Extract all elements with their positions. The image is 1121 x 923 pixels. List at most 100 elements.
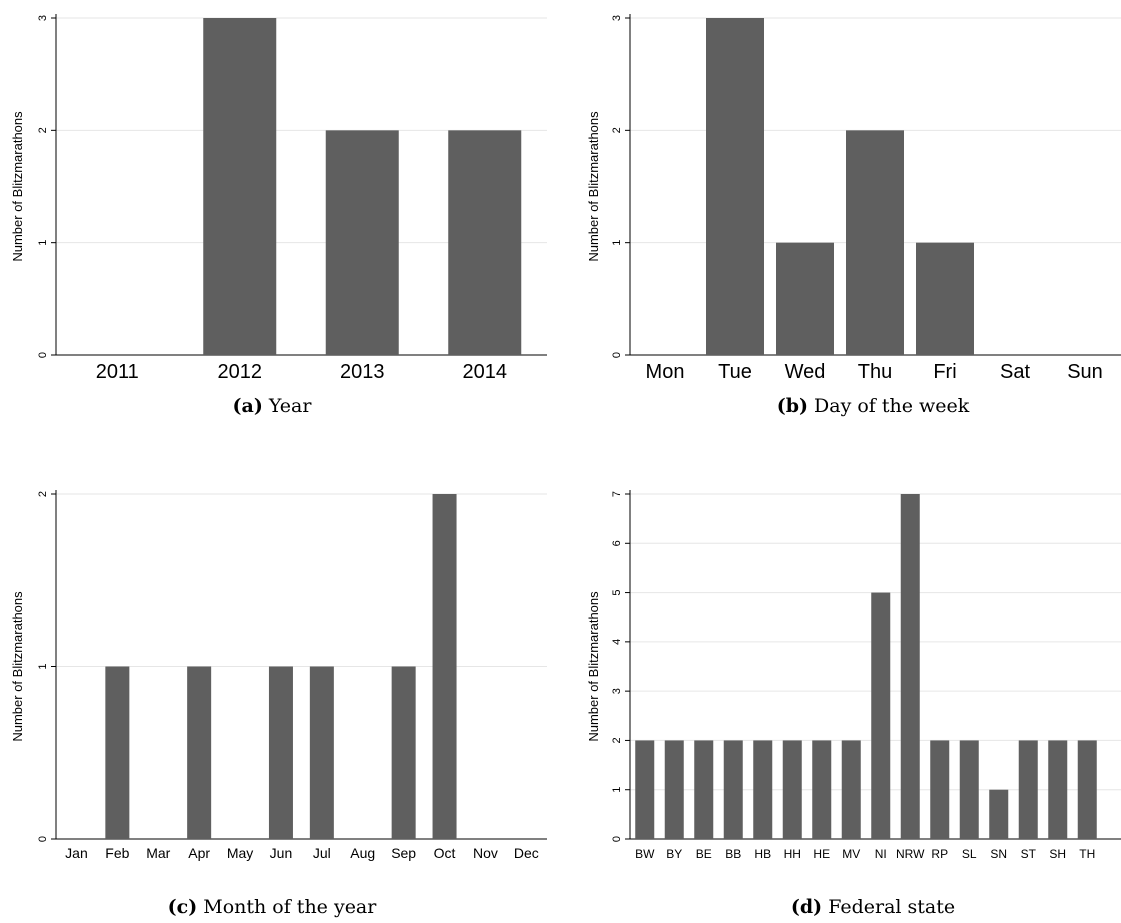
x-tick-label: Tue xyxy=(718,361,752,383)
x-tick-label: Jan xyxy=(65,845,88,861)
bar xyxy=(105,666,130,839)
x-tick-label: 2012 xyxy=(218,361,263,383)
bar xyxy=(753,740,773,839)
y-tick-label: 1 xyxy=(37,240,49,246)
bar xyxy=(723,740,743,839)
y-tick-label: 2 xyxy=(611,127,623,133)
y-tick-label: 4 xyxy=(611,639,623,645)
x-tick-label: NRW xyxy=(896,847,925,861)
x-tick-label: Feb xyxy=(105,845,129,861)
y-tick-label: 3 xyxy=(611,15,623,21)
bar xyxy=(776,242,834,355)
caption: (a) Year xyxy=(233,395,313,417)
y-axis-label: Number of Blitzmarathons xyxy=(586,591,601,742)
chart-c: 0 1 2 Jan Feb Mar Apr May Jun Jul Aug Sep Oct Nov Dec N… xyxy=(10,490,547,918)
bar xyxy=(325,130,399,355)
x-tick-label: Mon xyxy=(646,361,685,383)
x-tick-label: ST xyxy=(1021,847,1037,861)
caption-letter: (d) xyxy=(791,896,822,918)
y-tick-label: 5 xyxy=(611,590,623,596)
bar xyxy=(1048,740,1068,839)
caption: (d) Federal state xyxy=(791,896,955,918)
x-tick-label: NI xyxy=(875,847,887,861)
y-tick-label: 2 xyxy=(37,491,49,497)
x-tick-label: Oct xyxy=(434,845,456,861)
x-tick-label: HB xyxy=(754,847,771,861)
bar xyxy=(841,740,861,839)
bar xyxy=(432,494,457,839)
bar xyxy=(187,666,212,839)
x-tick-label: Sun xyxy=(1067,361,1103,383)
caption-text: Day of the week xyxy=(814,395,970,417)
x-tick-label: Mar xyxy=(146,845,170,861)
bar xyxy=(268,666,293,839)
caption: (b) Day of the week xyxy=(777,395,970,417)
bar xyxy=(203,18,277,355)
x-tick-label: 2014 xyxy=(463,361,508,383)
x-tick-label: Nov xyxy=(473,845,498,861)
y-tick-label: 0 xyxy=(37,352,49,358)
x-tick-label: BW xyxy=(635,847,655,861)
x-tick-label: 2013 xyxy=(340,361,385,383)
bar xyxy=(309,666,334,839)
x-tick-label: 2011 xyxy=(96,361,139,383)
caption-text: Month of the year xyxy=(203,896,377,918)
x-tick-label: SL xyxy=(962,847,977,861)
x-tick-label: SH xyxy=(1049,847,1066,861)
x-tick-label: HE xyxy=(813,847,830,861)
bar xyxy=(846,130,904,355)
x-tick-label: Sep xyxy=(391,845,416,861)
bar xyxy=(706,18,764,355)
bar xyxy=(916,242,974,355)
x-tick-label: Dec xyxy=(514,845,539,861)
chart-b: 0 1 2 3 Mon Tue Wed Thu Fri Sat Sun Number of Blitz… xyxy=(586,14,1121,417)
y-tick-label: 1 xyxy=(611,240,623,246)
bar xyxy=(1077,740,1097,839)
chart-a: 0 1 2 3 2011 2012 2013 2014 Number of Blitzmarat… xyxy=(10,14,547,417)
y-tick-label: 3 xyxy=(611,688,623,694)
caption-text: Year xyxy=(268,395,312,417)
x-tick-label: Sat xyxy=(1000,361,1030,383)
bar xyxy=(635,740,655,839)
bar xyxy=(448,130,522,355)
y-axis-label: Number of Blitzmarathons xyxy=(10,111,25,262)
y-tick-label: 7 xyxy=(611,491,623,497)
x-tick-label: Wed xyxy=(785,361,826,383)
x-tick-label: Apr xyxy=(188,845,210,861)
bar xyxy=(391,666,416,839)
y-tick-label: 0 xyxy=(611,836,623,842)
y-tick-label: 2 xyxy=(611,737,623,743)
y-tick-label: 2 xyxy=(37,127,49,133)
bar xyxy=(694,740,714,839)
chart-d: 0 1 2 3 4 5 6 7 BW BY BE BB HB HH HE MV NI NRW RP SL SN ST SH T… xyxy=(586,490,1121,918)
caption-letter: (c) xyxy=(168,896,198,918)
x-tick-label: Jul xyxy=(313,845,331,861)
y-tick-label: 6 xyxy=(611,540,623,546)
bar xyxy=(900,494,920,839)
bar xyxy=(1018,740,1038,839)
x-tick-label: TH xyxy=(1079,847,1095,861)
x-tick-label: Aug xyxy=(350,845,375,861)
bar xyxy=(930,740,950,839)
x-tick-label: Jun xyxy=(270,845,293,861)
bar xyxy=(812,740,832,839)
y-axis-label: Number of Blitzmarathons xyxy=(586,111,601,262)
x-tick-label: SN xyxy=(990,847,1007,861)
x-tick-label: HH xyxy=(784,847,801,861)
x-tick-label: BY xyxy=(666,847,682,861)
bar xyxy=(959,740,979,839)
bar xyxy=(989,789,1009,839)
y-tick-label: 1 xyxy=(611,787,623,793)
caption-text: Federal state xyxy=(828,896,955,918)
caption-letter: (a) xyxy=(233,395,263,417)
x-tick-label: BE xyxy=(696,847,712,861)
y-tick-label: 3 xyxy=(37,15,49,21)
x-tick-label: Thu xyxy=(858,361,892,383)
bar xyxy=(664,740,684,839)
y-tick-label: 1 xyxy=(37,663,49,669)
x-tick-label: Fri xyxy=(933,361,956,383)
x-tick-label: MV xyxy=(842,847,860,861)
y-axis-label: Number of Blitzmarathons xyxy=(10,591,25,742)
bar xyxy=(871,592,891,839)
